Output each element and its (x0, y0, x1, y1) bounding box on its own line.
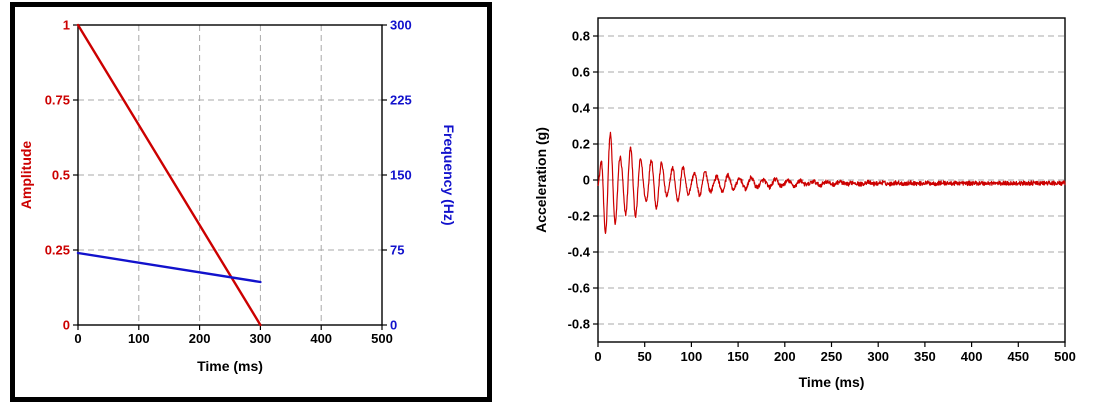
y-right-tick-label: 0 (390, 318, 397, 333)
series-frequency-sweep (76, 251, 262, 284)
y-left-tick-label: 0 (63, 318, 70, 333)
y-left-tick-label: 0.75 (45, 93, 70, 108)
x-tick-label: 0 (594, 349, 601, 364)
y-left-tick-label: -0.6 (568, 281, 590, 296)
x-tick-label: 300 (867, 349, 889, 364)
x-tick-label: 300 (250, 331, 272, 346)
x-tick-label: 100 (128, 331, 150, 346)
series-acceleration-response (597, 131, 1066, 234)
x-tick-label: 450 (1007, 349, 1029, 364)
y-left-tick-label: 0.6 (572, 65, 590, 80)
x-tick-label: 500 (371, 331, 393, 346)
y-left-tick-label: 1 (63, 18, 70, 33)
series-amplitude-ramp (76, 23, 262, 327)
y-right-tick-label: 150 (390, 168, 412, 183)
y-left-tick-label: 0.25 (45, 243, 70, 258)
y-left-tick-label: -0.2 (568, 209, 590, 224)
x-axis-label: Time (ms) (799, 374, 865, 390)
x-tick-label: 0 (74, 331, 81, 346)
x-tick-label: 350 (914, 349, 936, 364)
x-tick-label: 150 (727, 349, 749, 364)
sweep-profile-panel: 0 100 200 300 400 500 Time (ms) 0 0.25 0.5 0.75 1 Am… (10, 2, 492, 402)
x-tick-label: 400 (310, 331, 332, 346)
y-left-axis-label: Acceleration (g) (533, 127, 549, 233)
y-left-tick-label: 0.2 (572, 137, 590, 152)
x-axis-label: Time (ms) (197, 358, 263, 374)
x-tick-label: 200 (189, 331, 211, 346)
y-right-tick-label: 300 (390, 18, 412, 33)
x-tick-label: 250 (821, 349, 843, 364)
y-left-tick-label: -0.4 (568, 245, 591, 260)
acceleration-chart: 0 50 100 150 200 250 300 350 400 450 500 Time (ms) -… (533, 17, 1076, 390)
x-tick-label: 500 (1054, 349, 1076, 364)
x-tick-label: 200 (774, 349, 796, 364)
y-right-tick-label: 75 (390, 243, 404, 258)
x-tick-label: 100 (681, 349, 703, 364)
y-left-axis-label: Amplitude (18, 141, 34, 210)
y-left-tick-label: 0.5 (52, 168, 70, 183)
y-right-tick-label: 225 (390, 93, 412, 108)
y-right-axis-label: Frequency (Hz) (441, 124, 457, 225)
y-left-tick-label: -0.8 (568, 317, 590, 332)
x-tick-label: 400 (961, 349, 983, 364)
x-tick-label: 50 (637, 349, 651, 364)
sweep-profile-chart: 0 100 200 300 400 500 Time (ms) 0 0.25 0.5 0.75 1 Am… (18, 18, 457, 375)
acceleration-panel: 0 50 100 150 200 250 300 350 400 450 500 Time (ms) -… (530, 2, 1098, 402)
y-left-tick-label: 0.4 (572, 101, 591, 116)
y-left-tick-label: 0.8 (572, 29, 590, 44)
y-left-tick-label: 0 (583, 173, 590, 188)
